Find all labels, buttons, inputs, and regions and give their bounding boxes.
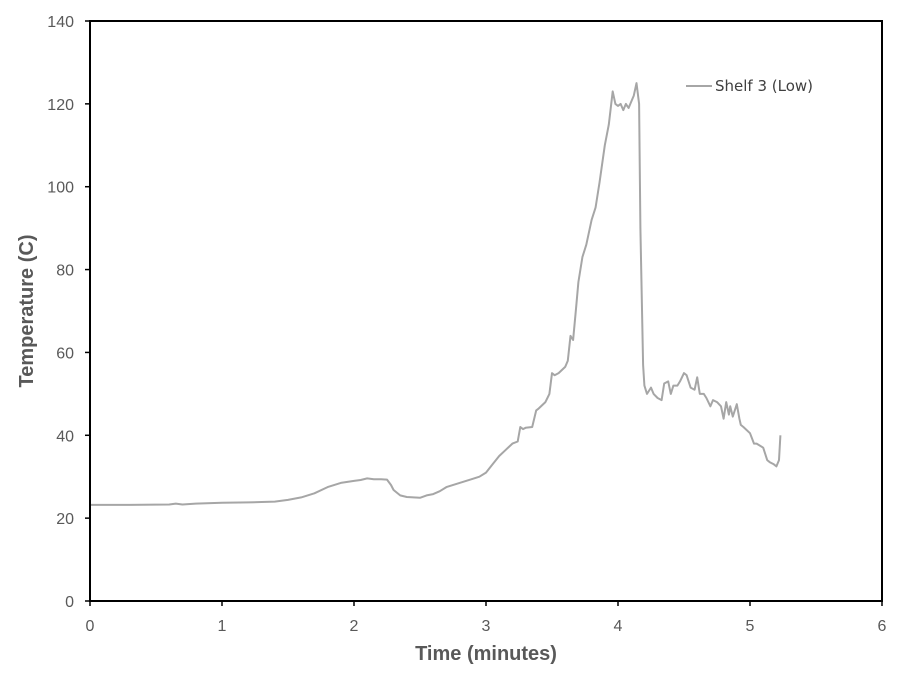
y-tick-label-4: 80 <box>56 263 74 280</box>
y-tick-label-2: 40 <box>56 428 74 445</box>
x-tick-label-2: 2 <box>350 618 359 635</box>
legend: Shelf 3 (Low) <box>686 77 813 95</box>
x-tick-label-3: 3 <box>482 618 491 635</box>
series-line-0 <box>90 82 782 506</box>
y-axis-title: Temperature (C) <box>16 235 38 388</box>
x-tick-label-1: 1 <box>218 618 227 635</box>
plot-area-border <box>89 20 883 602</box>
x-tick-label-0: 0 <box>86 618 95 635</box>
y-axis-ticks: 0 20 40 60 80 100 120 140 <box>47 14 90 611</box>
y-tick-label-6: 120 <box>47 97 74 114</box>
y-tick-label-1: 20 <box>56 511 74 528</box>
series-layer <box>90 82 782 506</box>
y-tick-label-0: 0 <box>65 594 74 611</box>
x-tick-label-5: 5 <box>746 618 755 635</box>
x-tick-label-6: 6 <box>878 618 887 635</box>
x-axis-title: Time (minutes) <box>415 643 557 665</box>
y-tick-label-7: 140 <box>47 14 74 31</box>
x-tick-label-4: 4 <box>614 618 623 635</box>
legend-label-shelf-3: Shelf 3 (Low) <box>715 77 813 95</box>
y-tick-label-3: 60 <box>56 345 74 362</box>
y-tick-label-5: 100 <box>47 180 74 197</box>
